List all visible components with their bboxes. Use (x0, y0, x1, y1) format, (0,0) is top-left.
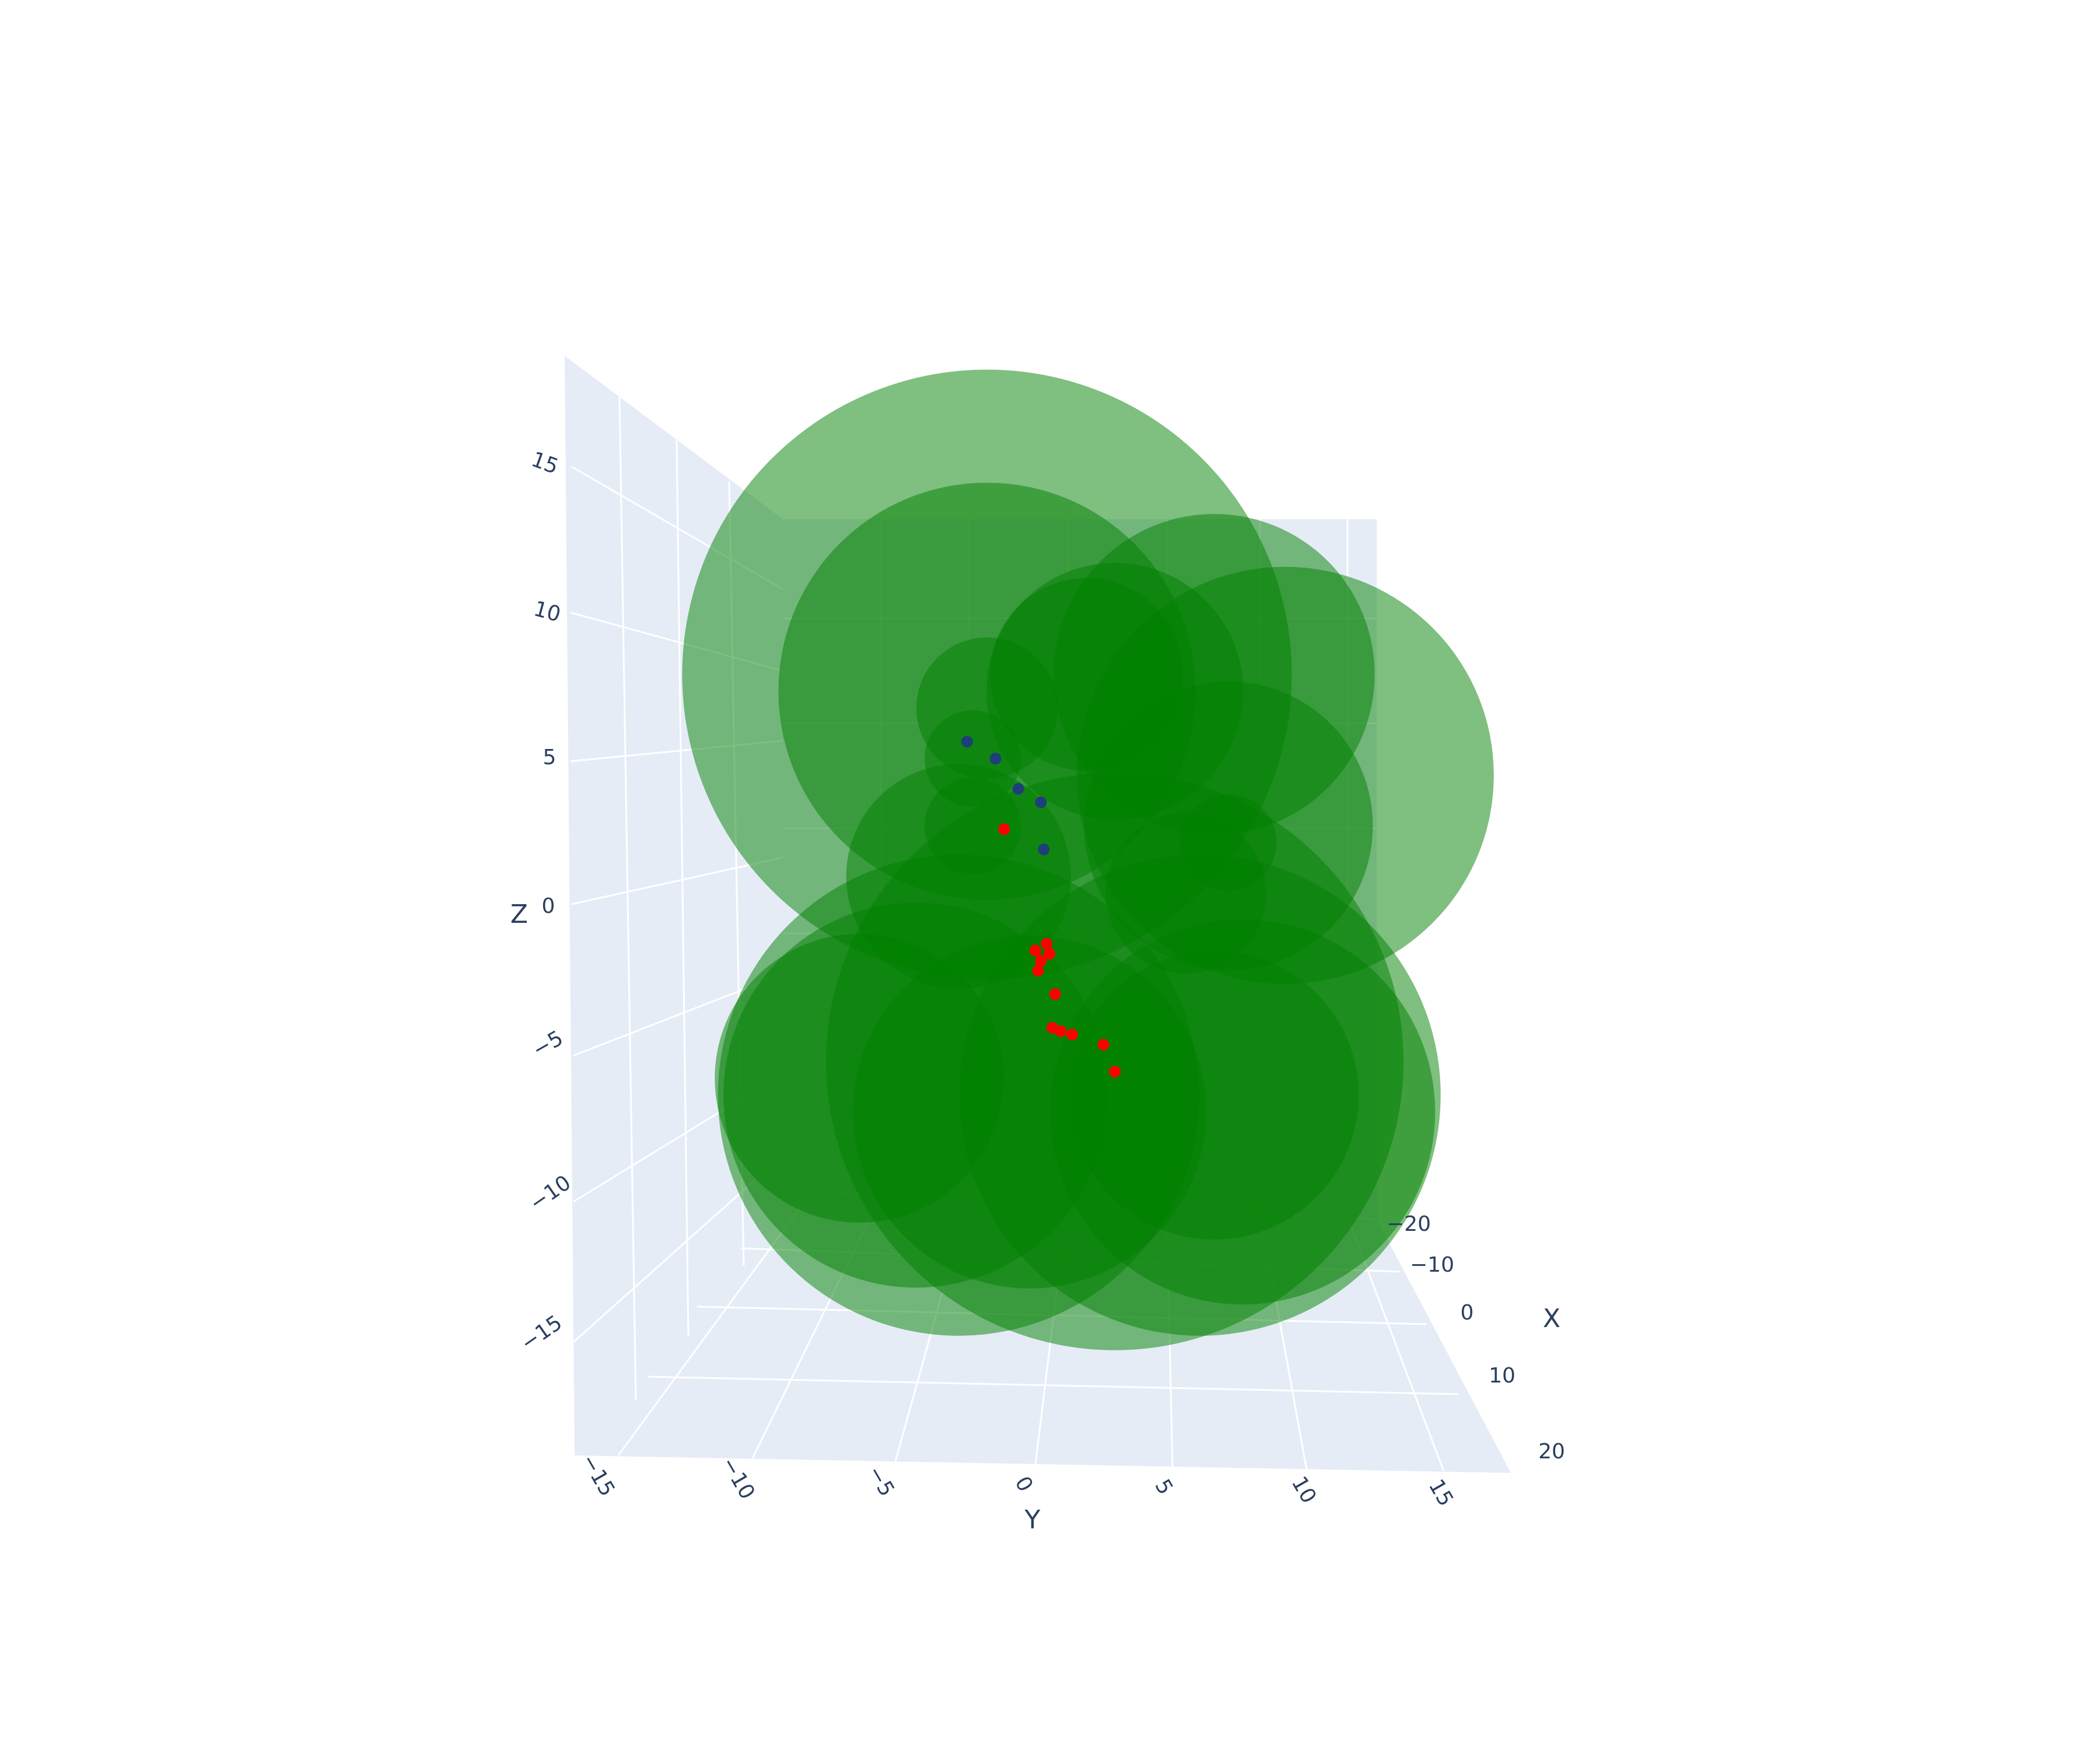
tick-y-5: 10 (1287, 1472, 1321, 1507)
point-marker-2-0 (961, 736, 973, 748)
tick-y-6: 15 (1424, 1475, 1458, 1510)
tick-x-3: 10 (1489, 1364, 1516, 1388)
sphere-marker-12 (1180, 794, 1277, 891)
point-marker-2-1 (989, 752, 1002, 765)
axis-title-x: X (1543, 1304, 1560, 1334)
point-marker-1-11 (1049, 988, 1061, 1000)
point-marker-1-0 (1029, 944, 1041, 957)
point-markers (961, 736, 1121, 1077)
gridline-left-depth-1 (676, 440, 690, 1336)
sphere-markers (682, 369, 1494, 1350)
tick-x-2: 0 (1461, 1301, 1474, 1325)
tick-z-1: −10 (526, 1171, 576, 1216)
point-marker-2-3 (1038, 844, 1050, 856)
tick-x-0: −20 (1387, 1212, 1431, 1236)
tick-y-3: 0 (1010, 1472, 1037, 1496)
gridline-floor-x-3 (647, 1376, 1459, 1395)
sphere-marker-8 (925, 710, 1021, 807)
point-marker-1-2 (1044, 948, 1056, 960)
axis-title-y: Y (1024, 1505, 1041, 1535)
gridline-left-depth-0 (618, 396, 637, 1401)
tick-z-3: 0 (542, 894, 555, 918)
tick-z-4: 5 (543, 746, 556, 769)
point-marker-1-7 (1109, 1065, 1121, 1077)
tick-x-4: 20 (1538, 1440, 1565, 1464)
point-marker-1-4 (1055, 1025, 1067, 1037)
tick-z-6: 15 (528, 447, 561, 479)
point-marker-1-6 (1097, 1038, 1110, 1051)
point-marker-1-1 (1035, 954, 1047, 967)
tick-y-0: −15 (576, 1450, 619, 1500)
axis-title-z: Z (510, 900, 528, 929)
point-marker-1-10 (1041, 937, 1053, 950)
point-marker-1-9 (1032, 964, 1044, 977)
sphere-marker-9 (925, 778, 1021, 874)
point-marker-1-5 (1066, 1028, 1079, 1041)
gridline-left-z-3 (571, 856, 783, 905)
tick-x-1: −10 (1410, 1253, 1454, 1277)
tick-y-2: −5 (863, 1462, 899, 1500)
point-marker-1-8 (998, 823, 1010, 835)
point-marker-2-4 (1012, 783, 1024, 795)
tick-y-4: 5 (1150, 1475, 1177, 1499)
point-marker-2-2 (1035, 796, 1047, 808)
tick-z-5: 10 (531, 597, 564, 626)
tick-z-2: −5 (528, 1026, 567, 1062)
tick-z-0: −15 (517, 1311, 567, 1356)
sphere-marker-19 (715, 934, 1004, 1223)
sphere-marker-20 (1070, 950, 1359, 1240)
tick-y-1: −10 (716, 1453, 759, 1503)
